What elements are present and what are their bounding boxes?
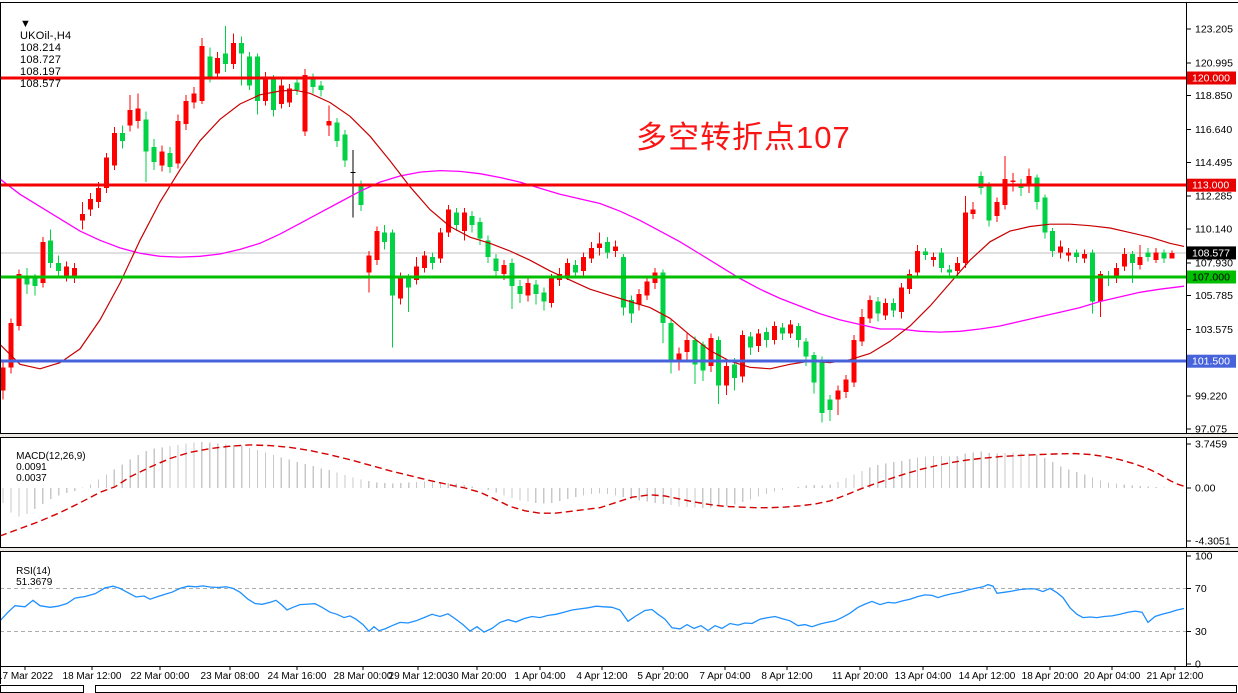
svg-text:107.000: 107.000	[1192, 272, 1230, 284]
svg-text:110.140: 110.140	[1195, 223, 1232, 235]
svg-text:-4.3051: -4.3051	[1195, 536, 1231, 548]
macd-signal-line	[0, 444, 1185, 537]
ohlc-low: 108.197	[20, 66, 62, 78]
svg-text:1 Apr 04:00: 1 Apr 04:00	[514, 671, 566, 682]
chart-header: ▼ UKOil-,H4 108.214 108.727 108.197 108.…	[7, 6, 77, 102]
svg-text:118.850: 118.850	[1195, 90, 1232, 102]
ohlc-high: 108.727	[20, 54, 62, 66]
macd-signal-value: 0.0037	[16, 473, 47, 484]
rsi-name: RSI(14)	[16, 566, 51, 577]
svg-text:123.205: 123.205	[1195, 23, 1233, 35]
svg-text:29 Mar 12:00: 29 Mar 12:00	[389, 671, 448, 682]
rsi-value: 51.3679	[16, 577, 53, 588]
chart-text-annotation[interactable]: 多空转折点107	[636, 120, 851, 155]
macd-histogram	[2, 442, 1173, 517]
svg-text:8 Apr 12:00: 8 Apr 12:00	[761, 671, 813, 682]
ma-fast-line[interactable]	[0, 89, 1185, 370]
svg-text:103.575: 103.575	[1195, 324, 1233, 336]
svg-text:13 Apr 04:00: 13 Apr 04:00	[895, 671, 952, 682]
svg-text:105.785: 105.785	[1195, 290, 1233, 302]
macd-axis: 3.7459 0.00 -4.3051	[1186, 439, 1231, 548]
svg-text:28 Mar 00:00: 28 Mar 00:00	[334, 671, 393, 682]
svg-text:18 Apr 20:00: 18 Apr 20:00	[1022, 671, 1079, 682]
svg-text:11 Apr 20:00: 11 Apr 20:00	[832, 671, 888, 682]
svg-text:112.285: 112.285	[1195, 191, 1232, 203]
svg-text:30: 30	[1195, 626, 1207, 638]
svg-text:5 Apr 20:00: 5 Apr 20:00	[637, 671, 689, 682]
resistance-badge-113	[1187, 178, 1236, 192]
svg-text:14 Apr 12:00: 14 Apr 12:00	[959, 671, 1016, 682]
ohlc-close: 108.577	[20, 78, 62, 90]
svg-text:120.000: 120.000	[1192, 73, 1230, 85]
resistance-badge-120	[1187, 71, 1236, 85]
svg-text:22 Mar 00:00: 22 Mar 00:00	[131, 671, 190, 682]
rsi-axis: 100 70 30 0	[1186, 551, 1213, 671]
svg-text:17 Mar 2022: 17 Mar 2022	[0, 671, 54, 682]
price-axis-badges: 120.000 113.000 108.577 107.000 101.500	[1187, 71, 1236, 368]
symbol-timeframe-label: UKOil-,H4	[20, 30, 72, 42]
rsi-indicator-label: RSI(14) 51.3679	[5, 555, 57, 599]
svg-text:120.995: 120.995	[1195, 57, 1233, 69]
price-axis: 123.205 120.995 118.850 116.640 114.495 112.2…	[1186, 23, 1233, 435]
candlestick-series	[0, 26, 1175, 423]
scrollbar-track[interactable]	[95, 685, 1237, 693]
svg-text:116.640: 116.640	[1195, 124, 1232, 136]
ohlc-open: 108.214	[20, 42, 62, 54]
svg-text:108.577: 108.577	[1192, 247, 1230, 259]
ma-slow-line[interactable]	[0, 169, 1185, 333]
svg-text:99.220: 99.220	[1195, 391, 1227, 403]
svg-text:4 Apr 12:00: 4 Apr 12:00	[576, 671, 628, 682]
svg-text:24 Mar 16:00: 24 Mar 16:00	[268, 671, 327, 682]
svg-text:114.495: 114.495	[1195, 157, 1232, 169]
svg-text:3.7459: 3.7459	[1195, 439, 1227, 451]
symbol-dropdown-icon[interactable]: ▼	[20, 18, 32, 30]
svg-text:20 Apr 04:00: 20 Apr 04:00	[1084, 671, 1141, 682]
svg-text:18 Mar 12:00: 18 Mar 12:00	[63, 671, 122, 682]
svg-text:0.00: 0.00	[1195, 483, 1216, 495]
svg-text:70: 70	[1195, 583, 1207, 595]
svg-text:107.930: 107.930	[1195, 257, 1233, 269]
svg-text:97.075: 97.075	[1195, 423, 1227, 435]
time-axis: 17 Mar 2022 18 Mar 12:00 22 Mar 00:00 23 Ma…	[0, 667, 1204, 682]
scrollbar-left-box[interactable]	[0, 685, 84, 693]
current-price-badge	[1187, 246, 1236, 260]
support-badge-101500	[1187, 354, 1236, 368]
svg-text:113.000: 113.000	[1192, 180, 1229, 192]
macd-value: 0.0091	[16, 462, 47, 473]
svg-text:30 Mar 20:00: 30 Mar 20:00	[448, 671, 507, 682]
svg-text:23 Mar 08:00: 23 Mar 08:00	[201, 671, 260, 682]
horizontal-scrollbar[interactable]	[0, 685, 1237, 693]
macd-name: MACD(12,26,9)	[16, 451, 86, 462]
svg-text:7 Apr 04:00: 7 Apr 04:00	[699, 671, 751, 682]
svg-text:0: 0	[1195, 659, 1201, 671]
pivot-badge-107	[1187, 270, 1236, 284]
rsi-line	[0, 583, 1185, 633]
svg-text:101.500: 101.500	[1192, 356, 1230, 368]
macd-indicator-label: MACD(12,26,9) 0.0091 0.0037	[5, 440, 91, 495]
svg-text:21 Apr 12:00: 21 Apr 12:00	[1147, 671, 1204, 682]
svg-text:100: 100	[1195, 551, 1213, 563]
